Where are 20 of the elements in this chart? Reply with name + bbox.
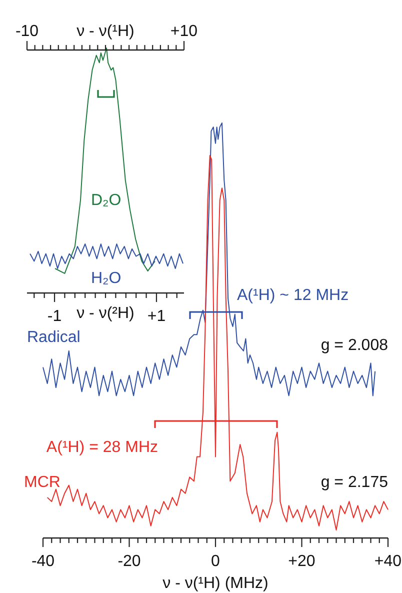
series-label: D₂O	[91, 192, 122, 209]
x-tick-label: +40	[374, 553, 402, 570]
x-tick-label: +1	[147, 308, 166, 325]
series-label: MCR	[24, 474, 60, 491]
x2-axis-title: ν - ν(¹H)	[76, 23, 134, 40]
x-tick-label: -1	[47, 308, 62, 325]
annotation: g = 2.175	[320, 474, 388, 491]
series-label: Radical	[27, 329, 80, 346]
annotation: A(¹H) ~ 12 MHz	[237, 287, 349, 304]
x-axis-title: ν - ν(¹H) (MHz)	[162, 575, 268, 592]
x2-tick-label: +10	[170, 23, 198, 40]
x-axis-title: ν - ν(²H)	[76, 305, 134, 322]
x2-tick-label: -10	[15, 23, 39, 40]
x-tick-label: -40	[31, 553, 55, 570]
x-tick-label: -20	[118, 553, 141, 570]
x-tick-label: +20	[288, 553, 316, 570]
x-tick-label: 0	[211, 553, 220, 570]
series-label: H₂O	[91, 270, 122, 287]
annotation: g = 2.008	[320, 337, 388, 354]
annotation: A(¹H) = 28 MHz	[46, 439, 158, 456]
